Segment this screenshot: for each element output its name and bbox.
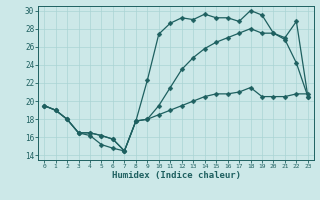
X-axis label: Humidex (Indice chaleur): Humidex (Indice chaleur) (111, 171, 241, 180)
